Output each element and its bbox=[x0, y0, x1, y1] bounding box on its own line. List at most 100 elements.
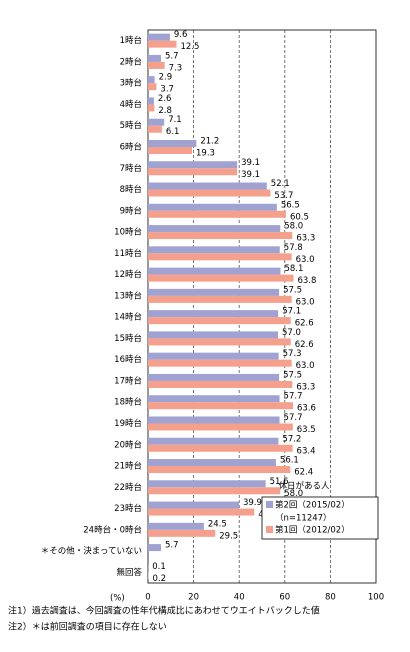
bar bbox=[148, 310, 279, 318]
note: 注1）過去調査は、今回調査の性年代構成比にあわせてウエイトバックした値 bbox=[8, 605, 320, 617]
bar bbox=[148, 437, 279, 445]
y-tick-label: 3時台 bbox=[120, 78, 142, 89]
bar bbox=[148, 139, 197, 147]
y-tick-label: 9時台 bbox=[120, 205, 142, 216]
y-tick-label: 1時台 bbox=[120, 35, 142, 46]
value-label: 29.5 bbox=[219, 531, 238, 541]
value-label: 57.5 bbox=[283, 285, 302, 295]
bar bbox=[148, 352, 279, 360]
value-label: 5.7 bbox=[165, 51, 179, 61]
bar bbox=[148, 459, 276, 467]
bar bbox=[148, 203, 277, 211]
value-label: 2.8 bbox=[158, 106, 172, 116]
value-label: 57.8 bbox=[284, 243, 303, 253]
y-tick-label: 22時台 bbox=[114, 482, 142, 493]
value-label: 51.6 bbox=[270, 477, 289, 487]
bar bbox=[148, 246, 280, 254]
bar bbox=[148, 161, 238, 169]
annotation: （n=11247） bbox=[275, 513, 332, 524]
y-tick-label: 17時台 bbox=[114, 375, 142, 386]
bar bbox=[148, 544, 161, 552]
bar bbox=[148, 402, 294, 410]
x-tick-label: 0 bbox=[145, 593, 150, 603]
bar bbox=[148, 487, 281, 495]
bar bbox=[148, 61, 165, 69]
legend-label: 第1回（2012/02） bbox=[275, 525, 350, 536]
value-label: 62.4 bbox=[294, 468, 313, 478]
y-tick-label: 18時台 bbox=[114, 397, 142, 408]
value-label: 63.4 bbox=[297, 446, 316, 456]
value-label: 57.7 bbox=[284, 392, 303, 402]
value-label: 63.3 bbox=[296, 382, 315, 392]
plot-frame bbox=[147, 29, 377, 584]
bar bbox=[148, 359, 292, 367]
x-tick-label: 40 bbox=[234, 593, 245, 603]
y-tick-label: 16時台 bbox=[114, 354, 142, 365]
bar bbox=[148, 395, 280, 403]
value-label: 2.9 bbox=[159, 73, 173, 83]
bar bbox=[148, 118, 165, 126]
x-axis-label: (%) bbox=[110, 594, 125, 604]
value-label: 0.1 bbox=[152, 562, 166, 572]
bar bbox=[148, 104, 155, 112]
value-label: 58.0 bbox=[284, 489, 303, 499]
y-tick-label: 6時台 bbox=[120, 141, 142, 152]
bar bbox=[148, 423, 293, 431]
value-label: 19.3 bbox=[196, 148, 215, 158]
value-label: 63.0 bbox=[296, 361, 315, 371]
y-tick-label: 20時台 bbox=[114, 439, 142, 450]
bar bbox=[148, 267, 281, 275]
value-label: 3.7 bbox=[160, 85, 174, 95]
bar bbox=[148, 338, 291, 346]
bar bbox=[148, 508, 255, 516]
bar bbox=[148, 373, 280, 381]
bar bbox=[148, 380, 293, 388]
y-tick-label: 無回答 bbox=[116, 567, 142, 578]
note: 注2）＊は前回調査の項目に存在しない bbox=[8, 621, 167, 633]
value-label: 0.2 bbox=[152, 574, 166, 584]
bar bbox=[148, 76, 155, 84]
legend-label: 第2回（2015/02） bbox=[275, 500, 350, 511]
bar bbox=[148, 317, 291, 325]
bar bbox=[148, 529, 216, 537]
bar bbox=[148, 274, 294, 282]
y-tick-label: 10時台 bbox=[114, 227, 142, 238]
y-tick-label: 8時台 bbox=[120, 184, 142, 195]
value-label: 39.1 bbox=[241, 170, 260, 180]
value-label: 24.5 bbox=[208, 519, 227, 529]
bar bbox=[148, 146, 193, 154]
value-label: 56.1 bbox=[280, 456, 299, 466]
value-label: 57.2 bbox=[282, 434, 301, 444]
value-label: 53.7 bbox=[274, 191, 293, 201]
y-tick-label: 7時台 bbox=[120, 163, 142, 174]
bar bbox=[148, 225, 281, 233]
y-tick-label: 5時台 bbox=[120, 120, 142, 131]
bar bbox=[148, 416, 280, 424]
bar bbox=[148, 522, 204, 530]
bar bbox=[148, 480, 266, 488]
bar bbox=[148, 331, 278, 339]
x-tick-label: 60 bbox=[279, 593, 290, 603]
y-tick-label: 14時台 bbox=[114, 312, 142, 323]
y-tick-label: 19時台 bbox=[114, 418, 142, 429]
value-label: 21.2 bbox=[200, 136, 219, 146]
bar bbox=[148, 288, 280, 296]
bar bbox=[148, 232, 293, 240]
value-label: 63.6 bbox=[297, 404, 316, 414]
y-tick-label: 12時台 bbox=[114, 269, 142, 280]
value-label: 9.6 bbox=[174, 30, 188, 40]
value-label: 7.1 bbox=[168, 115, 182, 125]
bar bbox=[148, 295, 292, 303]
value-label: 12.5 bbox=[181, 42, 200, 52]
value-label: 62.6 bbox=[295, 340, 314, 350]
y-tick-label: 15時台 bbox=[114, 333, 142, 344]
y-tick-label: 2時台 bbox=[120, 56, 142, 67]
value-label: 2.6 bbox=[158, 94, 172, 104]
y-tick-label: 21時台 bbox=[114, 461, 142, 472]
value-label: 7.3 bbox=[169, 63, 183, 73]
value-label: 57.1 bbox=[282, 307, 301, 317]
value-label: 58.0 bbox=[284, 222, 303, 232]
bar bbox=[148, 466, 291, 474]
value-label: 6.1 bbox=[166, 127, 180, 137]
value-label: 63.3 bbox=[296, 234, 315, 244]
